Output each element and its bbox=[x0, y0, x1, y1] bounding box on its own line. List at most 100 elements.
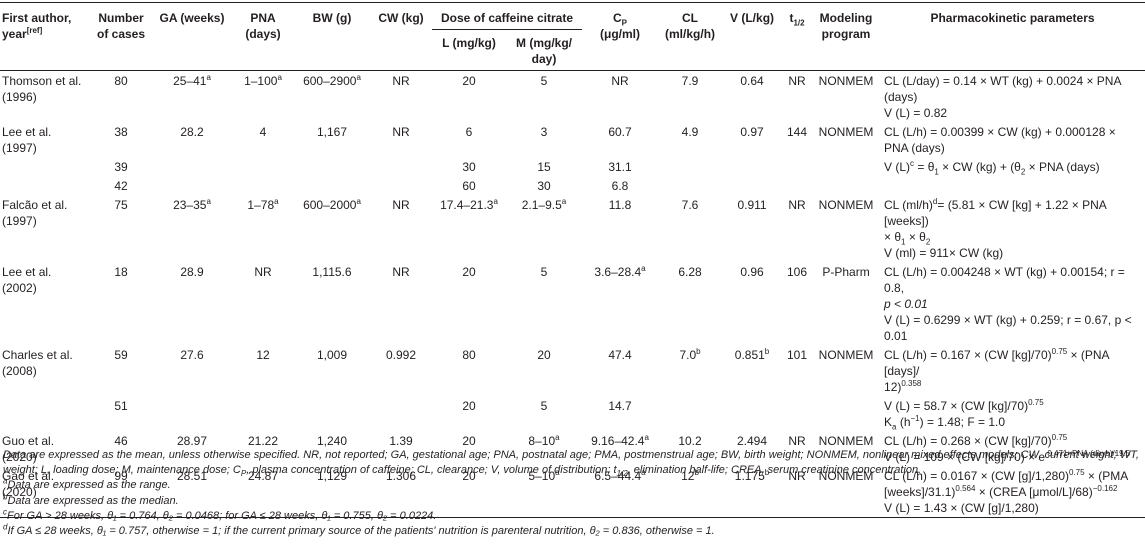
cp-cell: NR bbox=[582, 70, 659, 122]
table-row: 51 20 5 14.7 V (L) = 58.7 × (CW [kg]/70)… bbox=[0, 396, 1145, 431]
dose-m-cell: 5 bbox=[540, 399, 548, 413]
cl-cell: 7.6 bbox=[681, 198, 699, 212]
pk-cell: CL (L/h) = 0.00399 × CW (kg) + 0.000128 … bbox=[884, 125, 1116, 155]
cp-cell: 11.8 bbox=[608, 198, 632, 212]
cases-cell: 42 bbox=[114, 179, 128, 193]
dose-l-cell: 17.4–21.3a bbox=[440, 197, 498, 213]
cases-cell: 46 bbox=[114, 434, 128, 448]
ga-cell: 23–35a bbox=[173, 197, 211, 213]
pna-cell: 12 bbox=[256, 348, 270, 362]
pk-cell: CL (L/h) = 0.004248 × WT (kg) + 0.00154;… bbox=[884, 265, 1132, 343]
dose-l-cell: 20 bbox=[462, 265, 476, 279]
v-cell: 0.96 bbox=[740, 265, 764, 279]
cases-cell: 80 bbox=[90, 70, 152, 122]
header-dose-l: L (mg/kg) bbox=[442, 36, 496, 50]
v-cell: 0.911 bbox=[737, 198, 767, 212]
cases-cell: 99 bbox=[90, 466, 152, 518]
dose-m-cell: 15 bbox=[537, 160, 551, 174]
program-cell: NONMEM bbox=[818, 198, 874, 212]
table-row: 42 60 30 6.8 bbox=[0, 176, 1145, 195]
author-cell: Thomson et al. (1996) bbox=[0, 70, 90, 122]
header-cp: CP (μg/ml) bbox=[600, 11, 641, 41]
v-cell: 1.175b bbox=[722, 466, 783, 518]
dose-m-cell: 30 bbox=[537, 179, 551, 193]
header-dose: Dose of caffeine citrate bbox=[432, 2, 583, 30]
cl-cell: 10.2 bbox=[678, 434, 702, 448]
cw-cell: 0.992 bbox=[385, 348, 417, 362]
cl-cell: 4.9 bbox=[681, 125, 699, 139]
bw-cell: 600–2900a bbox=[294, 70, 370, 122]
header-cw: CW (kg) bbox=[378, 11, 424, 25]
t12-cell: 144 bbox=[787, 125, 808, 139]
dose-m-cell: 20 bbox=[537, 348, 551, 362]
header-pna: PNA (days) bbox=[245, 11, 281, 41]
dose-m-cell: 2.1–9.5a bbox=[521, 197, 567, 213]
dose-m-cell: 5–10a bbox=[506, 466, 583, 518]
header-program: Modeling program bbox=[819, 11, 873, 41]
program-cell: NONMEM bbox=[818, 348, 874, 362]
cw-cell: NR bbox=[392, 198, 410, 212]
cp-cell: 31.1 bbox=[608, 160, 632, 174]
header-t12: t1/2 bbox=[789, 11, 805, 28]
pna-cell: 24.87 bbox=[232, 466, 294, 518]
cases-cell: 18 bbox=[114, 265, 128, 279]
cases-cell: 38 bbox=[114, 125, 128, 139]
cases-cell: 75 bbox=[114, 198, 128, 212]
author-cell: Lee et al. (2002) bbox=[2, 265, 52, 295]
ga-cell: 28.97 bbox=[176, 434, 208, 448]
program-cell: P-Pharm bbox=[822, 265, 870, 279]
cw-cell: NR bbox=[392, 125, 410, 139]
t12-cell: NR bbox=[782, 466, 813, 518]
footnote-c: cFor GA > 28 weeks, θ₁ = 0.764, θ₂ = 0.0… bbox=[3, 507, 437, 522]
header-cl: CL (ml/kg/h) bbox=[665, 11, 716, 41]
cw-cell: 1.306 bbox=[370, 466, 432, 518]
t12-cell: NR bbox=[788, 434, 806, 448]
t12-cell: NR bbox=[782, 70, 813, 122]
table-row: Lee et al. (1997) 38 28.2 4 1,167 NR 6 3… bbox=[0, 122, 1145, 157]
dose-l-cell: 30 bbox=[462, 160, 476, 174]
v-cell: 0.97 bbox=[740, 125, 764, 139]
v-cell: 0.851b bbox=[734, 347, 770, 363]
author-cell: Charles et al. (2008) bbox=[2, 348, 73, 378]
bw-cell: 1,129 bbox=[294, 466, 370, 518]
bw-cell: 1,009 bbox=[316, 348, 348, 362]
cp-cell: 14.7 bbox=[608, 399, 632, 413]
program-cell: NONMEM bbox=[812, 70, 881, 122]
dose-m-cell: 5 bbox=[540, 265, 548, 279]
dose-l-cell: 80 bbox=[462, 348, 476, 362]
cp-cell: 6.8 bbox=[611, 179, 629, 193]
dose-l-cell: 20 bbox=[462, 399, 476, 413]
pk-cell: CL (L/h) = 0.268 × (CW [kg]/70)0.75 V (L)… bbox=[884, 433, 1131, 465]
pk-cell: CL (L/h) = 0.0167 × (CW [g]/1,280)0.75 ×… bbox=[880, 466, 1145, 518]
cp-cell: 60.7 bbox=[608, 125, 632, 139]
footnote-main-2: weight; L, loading dose; M, maintenance … bbox=[3, 464, 922, 479]
bw-cell: 600–2000a bbox=[303, 197, 361, 213]
pna-cell: 1–78a bbox=[247, 197, 279, 213]
t12-cell: 101 bbox=[787, 348, 808, 362]
header-ga: GA (weeks) bbox=[159, 11, 225, 25]
ga-cell: 27.6 bbox=[180, 348, 204, 362]
ga-cell: 28.51 bbox=[152, 466, 232, 518]
cl-cell: 7.9 bbox=[658, 70, 723, 122]
table-row: Gao et al. (2020) 99 28.51 24.87 1,129 1… bbox=[0, 466, 1145, 518]
v-cell: 0.64 bbox=[722, 70, 783, 122]
footnote-b: bData are expressed as the median. bbox=[3, 491, 179, 507]
program-cell: NONMEM bbox=[818, 125, 874, 139]
header-pk: Pharmacokinetic parameters bbox=[930, 11, 1095, 25]
pk-cell: CL (L/h) = 0.167 × (CW [kg]/70)0.75 × (P… bbox=[884, 347, 1109, 395]
pna-cell: 1–100a bbox=[232, 70, 294, 122]
cases-cell: 39 bbox=[114, 160, 128, 174]
cw-cell: NR bbox=[392, 265, 410, 279]
pna-cell: NR bbox=[254, 265, 272, 279]
pk-cell: V (L)c = θ1 × CW (kg) + (θ2 × PNA (days) bbox=[884, 159, 1100, 177]
cl-cell: 6.28 bbox=[678, 265, 702, 279]
dose-l-cell: 20 bbox=[432, 70, 506, 122]
table-row: Falcão et al. (1997) 75 23–35a 1–78a 600… bbox=[0, 195, 1145, 262]
footnote-d: dIf GA ≤ 28 weeks, θ₁ = 0.757, otherwise… bbox=[3, 522, 715, 538]
cp-cell: 9.16–42.4a bbox=[591, 433, 649, 449]
pk-cell: V (L) = 58.7 × (CW [kg]/70)0.75 Ka (h−1) … bbox=[884, 398, 1044, 432]
pharmacokinetic-table: First author, year[ref] Number of cases … bbox=[0, 2, 1145, 518]
header-bw: BW (g) bbox=[312, 11, 352, 25]
cw-cell: NR bbox=[370, 70, 432, 122]
